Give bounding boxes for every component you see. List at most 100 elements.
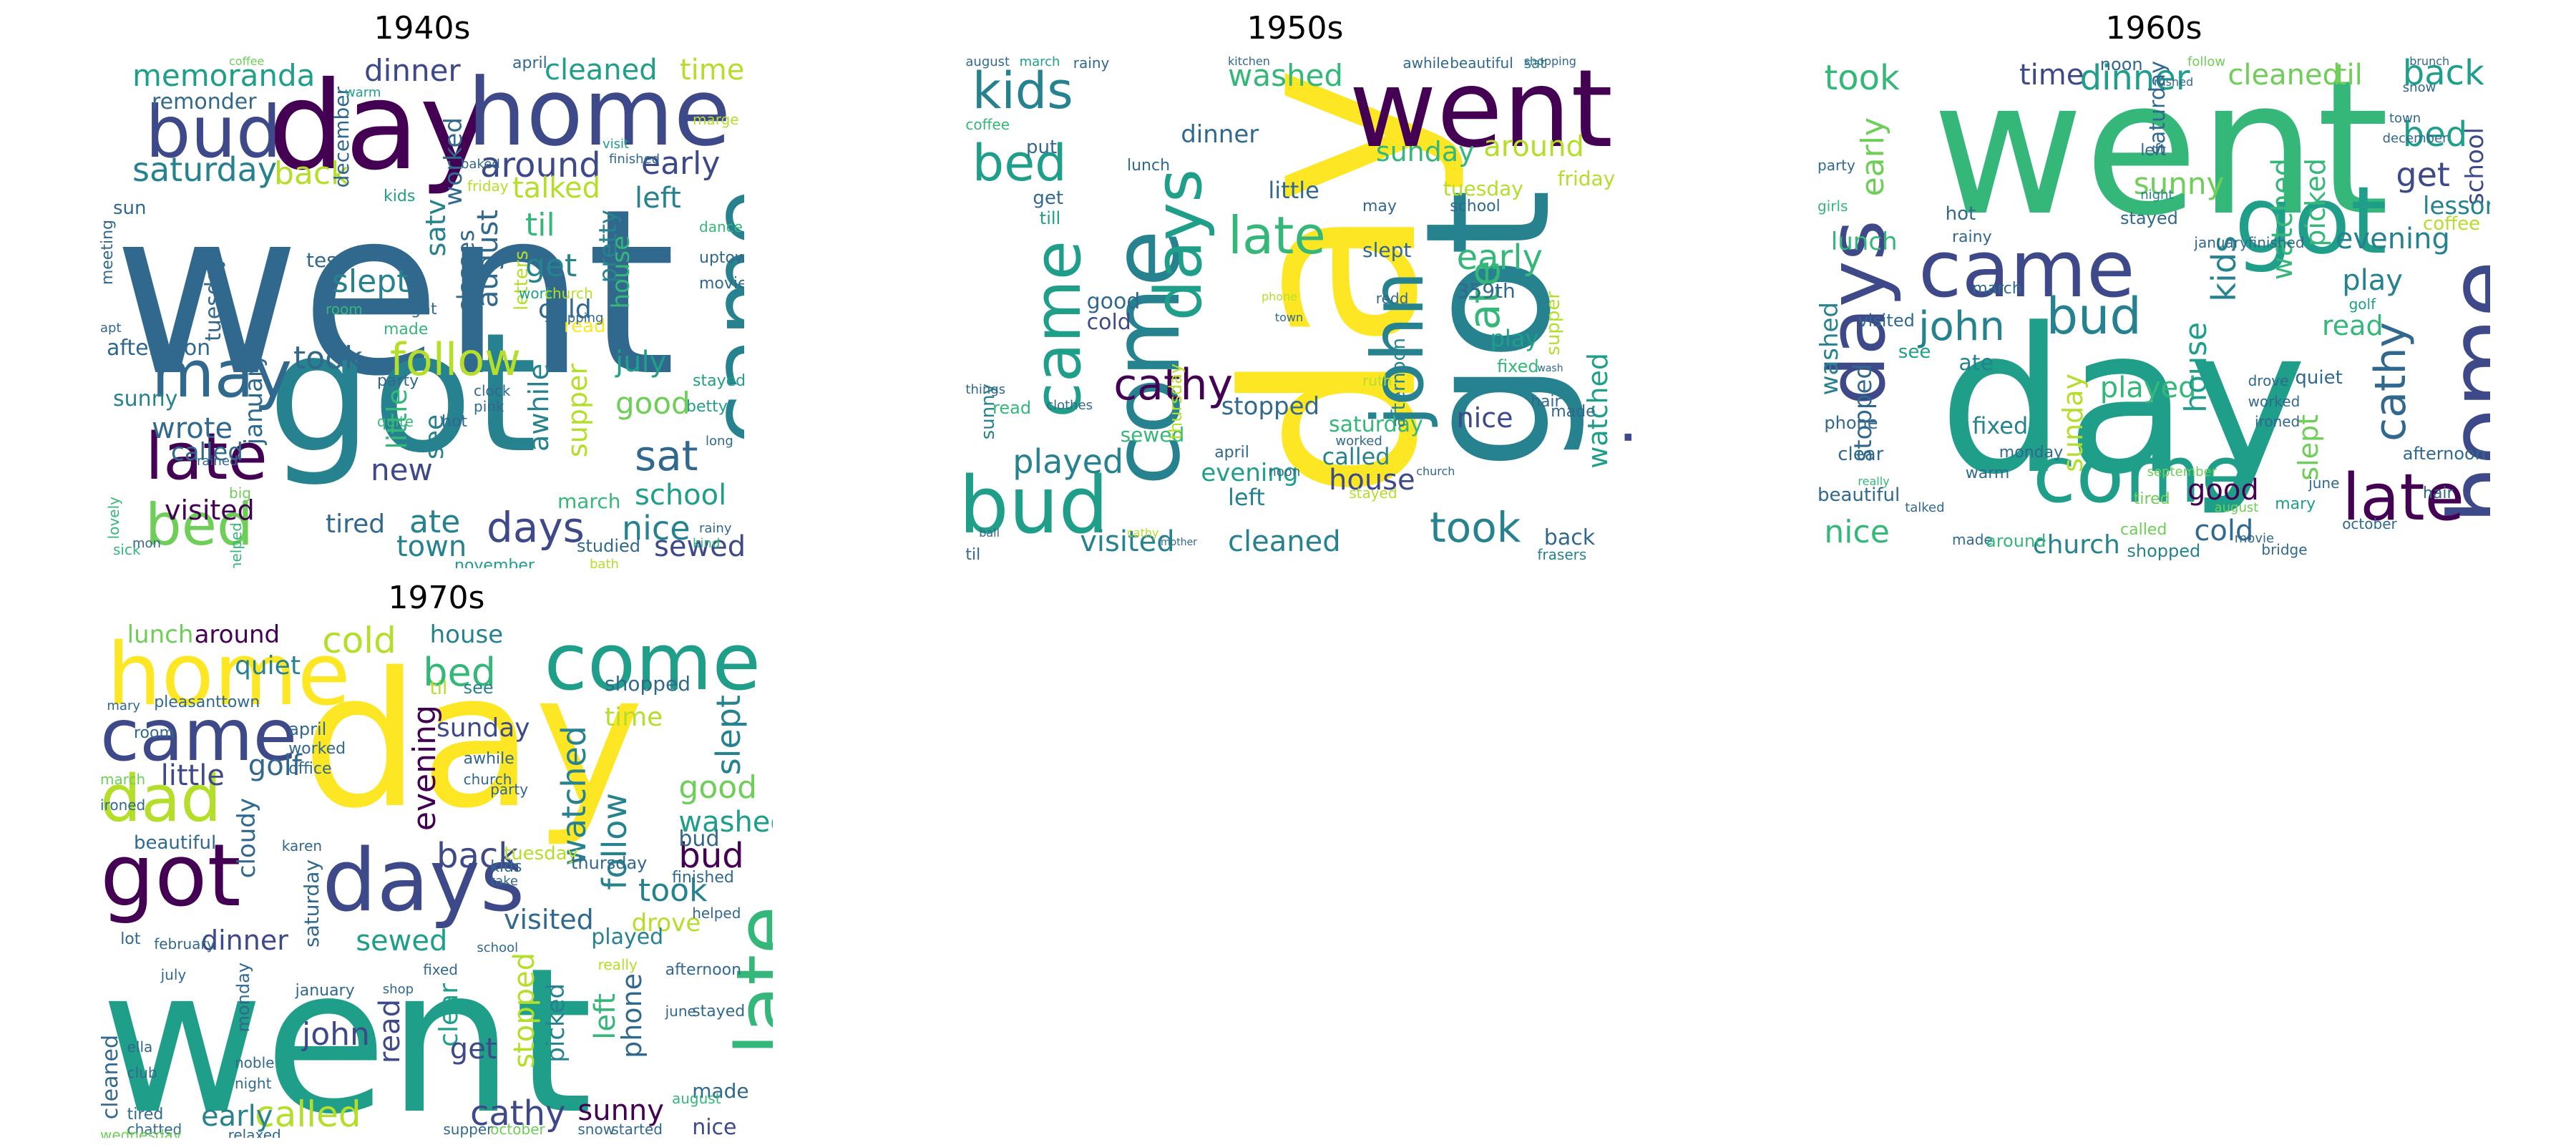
cloud-word: worked xyxy=(1335,433,1382,449)
cloud-word: cleaned xyxy=(2228,59,2341,92)
cloud-word: town xyxy=(1274,311,1304,324)
panel-title-1950s: 1950s xyxy=(1246,10,1344,47)
cloud-word: shopping xyxy=(545,311,604,326)
cloud-word: visited xyxy=(504,904,594,935)
cloud-word: house xyxy=(429,623,504,649)
cloud-word: party xyxy=(490,781,529,799)
cloud-word: thursday xyxy=(571,853,648,873)
cloud-word: things xyxy=(965,382,1006,398)
cloud-word: evening xyxy=(2335,223,2450,256)
cloud-word: til xyxy=(429,678,448,700)
cloud-word: october xyxy=(2342,515,2397,533)
cloud-word: golf xyxy=(248,749,302,782)
cloud-word: tuesday xyxy=(201,255,226,342)
cloud-word: cathy xyxy=(470,1093,566,1134)
cloud-word: play xyxy=(1490,325,1539,353)
cloud-word: afternoon xyxy=(1387,337,1410,428)
cloud-word: put xyxy=(1026,136,1058,158)
cloud-word: like xyxy=(229,341,251,356)
cloud-word: wednesday xyxy=(100,1126,182,1138)
cloud-word: watched xyxy=(2265,158,2299,281)
cloud-word: afternoon xyxy=(107,335,211,361)
cloud-word: awhile xyxy=(523,363,555,452)
cloud-word: december xyxy=(330,86,353,188)
cloud-word: marge xyxy=(693,110,739,128)
cloud-word: movie xyxy=(699,274,744,293)
cloud-word: sunday xyxy=(2057,373,2089,472)
cloud-word: shopped xyxy=(605,672,691,696)
cloud-word: day xyxy=(302,633,645,849)
cloud-word: helped xyxy=(692,905,741,922)
cloud-word: bud xyxy=(959,459,1109,551)
cloud-word: around xyxy=(194,623,280,649)
cloud-word: movie xyxy=(2234,530,2275,546)
cloud-word: pink xyxy=(474,397,504,415)
cloud-word: bed xyxy=(2402,114,2468,155)
cloud-word: club xyxy=(127,1064,157,1082)
cloud-word: supper xyxy=(562,363,593,457)
cloud-word: went xyxy=(1931,56,2390,257)
cloud-word: took xyxy=(293,339,363,376)
cloud-word: really xyxy=(597,956,638,973)
cloud-word: come xyxy=(544,623,761,708)
cloud-word: march xyxy=(1019,56,1060,69)
cloud-word: picked xyxy=(2299,158,2331,247)
cloud-word: washed xyxy=(1228,58,1344,94)
cloud-word: hot xyxy=(441,413,468,432)
cloud-word: rainy xyxy=(1073,56,1110,72)
cloud-word: good xyxy=(678,769,758,806)
cloud-word: sunny xyxy=(577,1094,664,1128)
cloud-word: rushed xyxy=(2154,74,2194,89)
cloud-word: july xyxy=(615,346,667,379)
cloud-word: washed xyxy=(1818,301,1844,396)
cloud-word: days xyxy=(322,832,525,932)
cloud-word: remonder xyxy=(152,89,257,115)
cloud-word: sewed xyxy=(654,530,744,563)
cloud-word: afternoon xyxy=(2402,444,2486,464)
cloud-word: supper xyxy=(1542,291,1564,356)
cloud-word: phone xyxy=(1824,413,1878,434)
cloud-word: wash xyxy=(1537,362,1563,374)
cloud-word: tuesday xyxy=(504,842,579,864)
cloud-word: beautiful xyxy=(1818,484,1901,507)
cloud-word: rainy xyxy=(699,520,732,536)
cloud-word: meeting xyxy=(100,220,117,286)
cloud-word: took xyxy=(1430,503,1521,552)
wordcloud-1970s: went day days got home came come late dad watched… xyxy=(100,623,773,1138)
cloud-word: bed xyxy=(423,650,496,696)
cloud-word: read xyxy=(374,998,407,1063)
cloud-word: day xyxy=(1938,285,2308,519)
cloud-word: awhile xyxy=(1402,56,1450,72)
cloud-word: early xyxy=(1456,237,1543,278)
cloud-word: worked xyxy=(2248,392,2301,410)
cloud-word: came xyxy=(100,693,298,777)
cloud-word: sewed xyxy=(1120,422,1185,447)
cloud-word: baked xyxy=(461,157,500,172)
cloud-word: satv xyxy=(420,199,452,257)
cloud-word: wrote xyxy=(152,412,233,446)
cloud-word: nice xyxy=(622,509,691,548)
cloud-word: stopped xyxy=(508,952,542,1068)
cloud-word: home xyxy=(1611,225,1631,449)
cloud-word: bud xyxy=(2046,287,2142,346)
cloud-word: played xyxy=(1013,442,1124,482)
cloud-word: stayed xyxy=(693,371,744,390)
cloud-word: went xyxy=(113,160,676,427)
cloud-word: follow xyxy=(2187,56,2226,69)
cloud-word: noon xyxy=(1268,464,1301,479)
cloud-word: snow xyxy=(2402,79,2436,95)
cloud-word: drove xyxy=(631,909,701,938)
cloud-word: october xyxy=(490,1121,545,1138)
cloud-word: tired xyxy=(127,1105,164,1124)
cloud-word: good xyxy=(615,386,691,422)
cloud-word: bath xyxy=(590,556,619,568)
cloud-word: sunday xyxy=(1375,135,1475,167)
cloud-word: time xyxy=(2019,59,2084,92)
cloud-word: afternoon xyxy=(665,961,742,980)
cloud-word: big xyxy=(229,484,251,502)
cloud-word: sunny xyxy=(113,386,178,412)
cloud-word: mon xyxy=(132,536,161,552)
cloud-word: april xyxy=(1214,444,1249,462)
cloud-word: cold xyxy=(1086,310,1131,335)
cloud-word: coffee xyxy=(965,115,1010,133)
